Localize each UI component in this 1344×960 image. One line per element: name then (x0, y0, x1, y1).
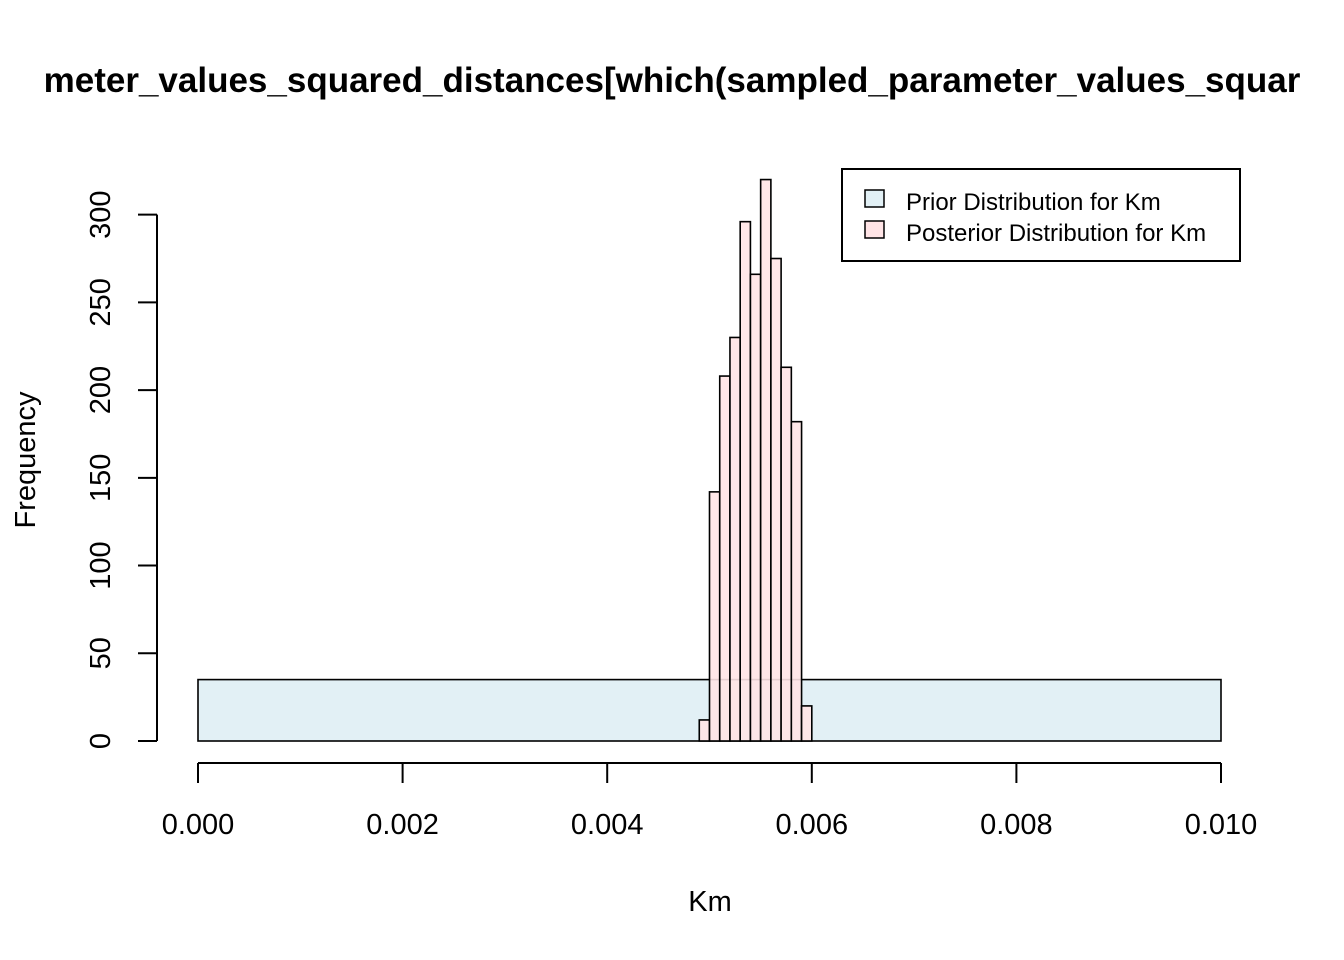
posterior-bar (708, 491, 721, 742)
legend-box (841, 168, 1241, 262)
x-tick-label: 0.000 (162, 809, 235, 841)
posterior-bar (790, 420, 803, 742)
x-tick-label: 0.006 (776, 809, 849, 841)
y-tick-label: 300 (85, 190, 117, 238)
y-tick-label: 100 (85, 541, 117, 589)
posterior-bar (780, 366, 793, 742)
x-tick-label: 0.002 (366, 809, 439, 841)
posterior-bar (800, 705, 813, 742)
y-tick-label: 50 (85, 637, 117, 669)
posterior-bar (759, 178, 772, 742)
legend-label-prior: Prior Distribution for Km (906, 189, 1161, 216)
legend-label-posterior: Posterior Distribution for Km (906, 220, 1206, 247)
posterior-bar (698, 719, 711, 742)
y-axis: 0 50 100 150 200 250 300 (85, 190, 158, 749)
posterior-bar (739, 220, 752, 742)
posterior-bars (698, 178, 813, 742)
legend-swatch-prior (864, 189, 885, 208)
x-axis-label: Km (688, 886, 732, 918)
y-tick-label: 150 (85, 454, 117, 502)
y-tick-label: 250 (85, 278, 117, 326)
y-tick-label: 200 (85, 366, 117, 414)
x-tick-label: 0.010 (1185, 809, 1258, 841)
posterior-bar (749, 273, 762, 742)
y-axis-label: Frequency (10, 391, 42, 529)
x-tick-label: 0.004 (571, 809, 644, 841)
posterior-bar (729, 336, 741, 742)
chart-title: meter_values_squared_distances[which(sam… (44, 61, 1301, 100)
posterior-bar (718, 375, 731, 742)
posterior-bar (770, 257, 782, 742)
legend-swatch-posterior (864, 220, 885, 239)
y-tick-label: 0 (85, 733, 117, 749)
x-axis: 0.000 0.002 0.004 0.006 0.008 0.010 (162, 762, 1258, 841)
legend: Prior Distribution for Km Posterior Dist… (841, 168, 1241, 262)
x-tick-label: 0.008 (980, 809, 1053, 841)
